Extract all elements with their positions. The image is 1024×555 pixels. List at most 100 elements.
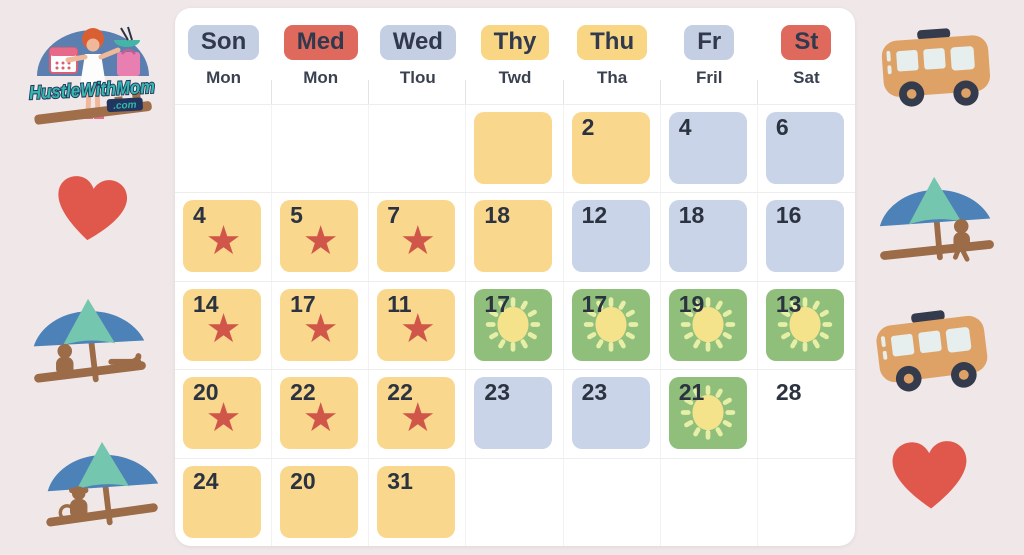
weekday-badge: St (781, 25, 832, 60)
day-cell: 18 (661, 193, 758, 281)
day-cell: 12 (564, 193, 661, 281)
day-number: 17 (290, 290, 316, 317)
day-cell: 19 (661, 281, 758, 370)
hustlewithmom-logo: HustleWithMom .com (22, 12, 162, 132)
calendar-week-row: 24 20 31 (175, 457, 855, 546)
day-cell: 16 (758, 193, 855, 280)
star-icon: ★ (302, 306, 339, 353)
logo-suffix: .com (113, 100, 137, 112)
day-cell: 11 ★ (369, 281, 467, 370)
day-cell (369, 105, 467, 193)
weekday-sublabel: Twd (498, 67, 532, 87)
weekday-badge: Thu (577, 25, 648, 60)
weekday-badge: Son (187, 25, 260, 60)
day-number: 20 (193, 379, 219, 406)
beach-umbrella-icon (26, 290, 152, 392)
day-number: 7 (387, 202, 401, 229)
day-cell: 23 (564, 370, 661, 458)
day-cell: 4 ★ (175, 193, 273, 281)
day-number: 20 (290, 467, 316, 494)
day-cell (466, 458, 564, 546)
day-cell: 17 (564, 281, 661, 370)
beach-umbrella-icon (874, 168, 1000, 270)
day-number: 5 (290, 202, 303, 229)
day-cell: 17 (466, 281, 564, 370)
day-cell: 17 ★ (272, 281, 370, 370)
day-cell: 22 ★ (272, 370, 370, 458)
day-number: 23 (581, 379, 608, 406)
day-cell (758, 459, 855, 546)
bus-icon (870, 14, 1003, 121)
beach-umbrella-icon (38, 432, 164, 536)
star-icon: ★ (399, 394, 436, 441)
day-number: 28 (775, 379, 802, 406)
weekday-sublabel: Mon (206, 67, 242, 87)
star-icon: ★ (205, 394, 242, 441)
weekday-col-3: Wed Tlou (369, 8, 467, 104)
star-icon: ★ (302, 394, 339, 441)
weekday-sublabel: Sat (793, 67, 820, 87)
day-cell: 20 ★ (175, 370, 273, 458)
heart-icon (46, 167, 137, 252)
day-cell: 7 ★ (369, 193, 467, 281)
day-number: 16 (775, 202, 802, 229)
day-cell: 22 ★ (369, 370, 467, 458)
weekday-sublabel: Tha (597, 67, 628, 87)
day-number: 19 (678, 290, 705, 317)
sun-icon (680, 296, 736, 357)
day-number: 6 (775, 114, 789, 140)
day-cell: 23 (466, 370, 564, 458)
day-number: 17 (484, 290, 511, 317)
day-cell: 24 (175, 458, 273, 546)
star-icon: ★ (205, 217, 242, 264)
weekday-sublabel: Mon (303, 67, 339, 87)
day-number: 18 (484, 202, 511, 229)
weekday-badge: Fr (684, 25, 735, 60)
weekday-header: Son Mon Med Mon Wed Tlou Thy Twd Thu Tha… (175, 8, 855, 104)
calendar-grid: 2 4 6 4 ★ 5 ★ 7 ★ 18 12 18 16 14 ★ 17 ★ 11 ★ 1… (175, 104, 855, 546)
day-cell: 31 (369, 458, 467, 546)
day-number: 13 (775, 290, 802, 317)
calendar: Son Mon Med Mon Wed Tlou Thy Twd Thu Tha… (175, 8, 855, 546)
calendar-week-row: 4 ★ 5 ★ 7 ★ 18 12 18 16 (175, 192, 855, 281)
day-cell: 28 (758, 370, 855, 457)
day-number: 4 (193, 202, 206, 229)
day-number: 23 (484, 379, 511, 406)
day-cell: 13 (758, 282, 855, 369)
weekday-sublabel: Fril (696, 67, 723, 87)
day-cell (175, 105, 273, 193)
day-cell: 20 (272, 458, 370, 546)
weekday-badge: Wed (379, 25, 456, 60)
weekday-col-5: Thu Tha (564, 8, 661, 104)
day-number: 22 (387, 379, 413, 406)
day-cell (661, 458, 758, 546)
day-number: 12 (581, 202, 608, 229)
weekday-badge: Med (283, 25, 358, 60)
weekday-col-2: Med Mon (272, 8, 370, 104)
heart-icon (885, 434, 976, 517)
weekday-col-1: Son Mon (175, 8, 273, 104)
day-cell: 14 ★ (175, 281, 273, 370)
day-cell: 21 (661, 370, 758, 458)
day-number: 24 (193, 467, 219, 494)
weekday-col-4: Thy Twd (466, 8, 564, 104)
weekday-sublabel: Tlou (399, 67, 436, 87)
day-number: 4 (678, 114, 692, 140)
star-icon: ★ (302, 217, 339, 264)
day-cell: 5 ★ (272, 193, 370, 281)
day-number: 11 (387, 290, 412, 317)
day-number: 22 (290, 379, 316, 406)
calendar-week-row: 20 ★ 22 ★ 22 ★ 23 23 21 28 (175, 369, 855, 458)
calendar-week-row: 2 4 6 (175, 104, 855, 193)
star-icon: ★ (399, 306, 436, 353)
day-number: 14 (193, 290, 219, 317)
day-cell (564, 458, 661, 546)
day-cell: 6 (758, 105, 855, 192)
weekday-badge: Thy (480, 25, 550, 60)
day-number: 17 (581, 290, 608, 317)
day-cell: 18 (466, 193, 564, 281)
sun-icon (680, 385, 736, 446)
day-number: 18 (678, 202, 705, 229)
day-cell: 2 (564, 105, 661, 193)
